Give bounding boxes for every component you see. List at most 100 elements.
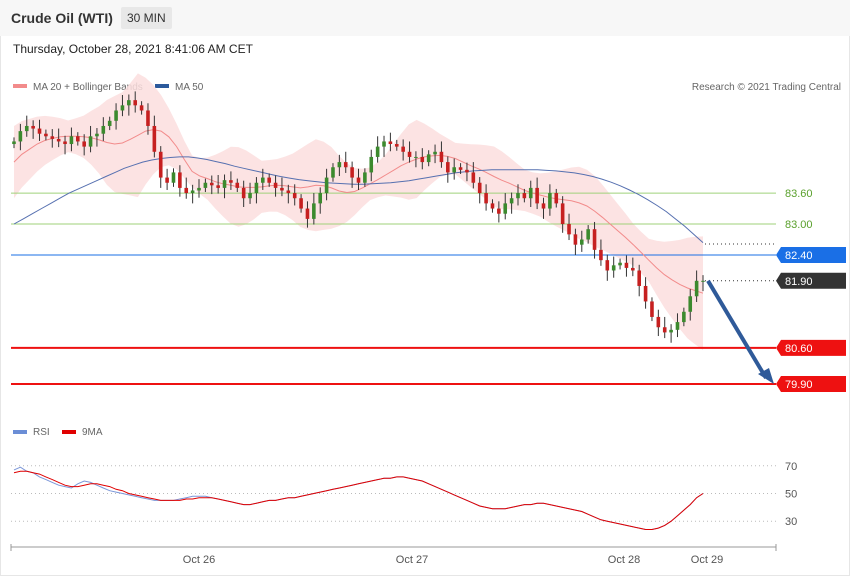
timeframe-badge[interactable]: 30 MIN bbox=[121, 7, 172, 29]
candle-body bbox=[286, 190, 291, 194]
candle-body bbox=[567, 224, 571, 235]
candle-body bbox=[337, 162, 342, 168]
candle-body bbox=[439, 151, 444, 163]
candle-body bbox=[197, 187, 201, 191]
candle-body bbox=[95, 133, 99, 137]
candle-body bbox=[190, 190, 195, 194]
candle-body bbox=[388, 141, 393, 145]
candle-body bbox=[516, 193, 520, 199]
legend-top: MA 20 + Bollinger Bands MA 50 Research ©… bbox=[13, 82, 841, 93]
trend-arrow-shaft bbox=[706, 279, 768, 380]
candle-body bbox=[101, 125, 106, 134]
candle-body bbox=[688, 296, 693, 312]
candle-body bbox=[490, 203, 495, 209]
candle-body bbox=[261, 177, 265, 183]
candle-body bbox=[267, 177, 271, 183]
candle-body bbox=[605, 260, 610, 271]
candle-body bbox=[618, 262, 622, 266]
trend-arrow-head bbox=[758, 368, 774, 385]
candle-body bbox=[82, 141, 86, 147]
candle-body bbox=[420, 156, 425, 163]
candle-body bbox=[656, 316, 661, 328]
rsi-tick-label: 50 bbox=[785, 489, 797, 501]
candle-body bbox=[599, 249, 603, 261]
candle-body bbox=[350, 167, 354, 178]
candle-body bbox=[18, 131, 23, 142]
candle-body bbox=[343, 162, 348, 168]
candle-body bbox=[254, 182, 259, 194]
candle-body bbox=[107, 120, 112, 126]
candles bbox=[12, 91, 705, 343]
candle-body bbox=[63, 141, 67, 145]
support-tag bbox=[776, 339, 846, 356]
time-axis-label: Oct 27 bbox=[396, 554, 428, 566]
candle-body bbox=[484, 193, 488, 204]
candle-body bbox=[401, 146, 405, 152]
rsi-ma-swatch bbox=[62, 430, 76, 434]
time-axis-label: Oct 26 bbox=[183, 554, 215, 566]
copyright-text: Research © 2021 Trading Central bbox=[692, 82, 841, 93]
bollinger-band-area bbox=[14, 73, 703, 351]
pivot-tag bbox=[776, 247, 846, 263]
candle-body bbox=[560, 203, 565, 225]
candle-body bbox=[452, 167, 456, 173]
candle-body bbox=[477, 182, 482, 194]
ma50-legend-label: MA 50 bbox=[175, 82, 204, 93]
candle-body bbox=[541, 203, 546, 209]
candle-body bbox=[650, 301, 654, 317]
candle-body bbox=[548, 193, 552, 209]
rsi-tick-label: 30 bbox=[785, 516, 797, 528]
resistance-label: 83.60 bbox=[785, 188, 813, 200]
rsi-panel: 70 50 30 bbox=[11, 461, 797, 530]
candle-body bbox=[528, 187, 533, 199]
candle-body bbox=[497, 208, 501, 214]
candle-body bbox=[248, 193, 252, 199]
legend-rsi: RSI 9MA bbox=[13, 427, 103, 438]
candle-body bbox=[127, 100, 131, 106]
candle-body bbox=[465, 169, 469, 173]
candle-body bbox=[165, 177, 169, 183]
candle-body bbox=[50, 136, 55, 139]
candle-body bbox=[171, 172, 176, 183]
candle-body bbox=[662, 327, 667, 333]
candle-body bbox=[24, 125, 29, 132]
candle-body bbox=[209, 182, 214, 186]
resistance-label: 83.00 bbox=[785, 219, 813, 231]
candle-body bbox=[701, 280, 705, 282]
candle-body bbox=[120, 105, 125, 111]
candle-body bbox=[509, 198, 514, 204]
support-tag bbox=[776, 376, 846, 393]
bollinger-bands bbox=[14, 73, 703, 351]
time-axis-label: Oct 28 bbox=[608, 554, 640, 566]
candle-body bbox=[273, 182, 278, 188]
candle-body bbox=[216, 185, 220, 188]
candle-body bbox=[37, 128, 42, 134]
candle-body bbox=[292, 193, 297, 199]
candle-body bbox=[458, 167, 463, 170]
candle-body bbox=[535, 187, 539, 204]
candle-body bbox=[363, 172, 367, 183]
candle-body bbox=[31, 125, 35, 129]
candle-body bbox=[280, 187, 284, 191]
candle-body bbox=[694, 280, 699, 297]
candle-body bbox=[184, 187, 189, 194]
candle-body bbox=[12, 141, 16, 145]
price-levels: 83.60 83.00 82.40 81.90 80.60 79.90 bbox=[11, 188, 846, 393]
candle-body bbox=[241, 187, 246, 199]
candle-body bbox=[305, 208, 310, 219]
candle-body bbox=[56, 138, 61, 142]
candle-body bbox=[44, 133, 48, 137]
candle-body bbox=[356, 177, 361, 183]
candle-body bbox=[139, 105, 144, 111]
candle-body bbox=[375, 146, 380, 157]
trend-arrow bbox=[706, 279, 774, 385]
candle-body bbox=[331, 167, 335, 178]
candle-body bbox=[369, 156, 374, 173]
candle-body bbox=[114, 110, 118, 121]
rsi-legend-label: RSI bbox=[33, 427, 50, 438]
support-label: 80.60 bbox=[785, 343, 813, 355]
candle-body bbox=[235, 182, 240, 188]
pivot-label: 82.40 bbox=[785, 250, 813, 262]
candle-body bbox=[446, 162, 450, 173]
